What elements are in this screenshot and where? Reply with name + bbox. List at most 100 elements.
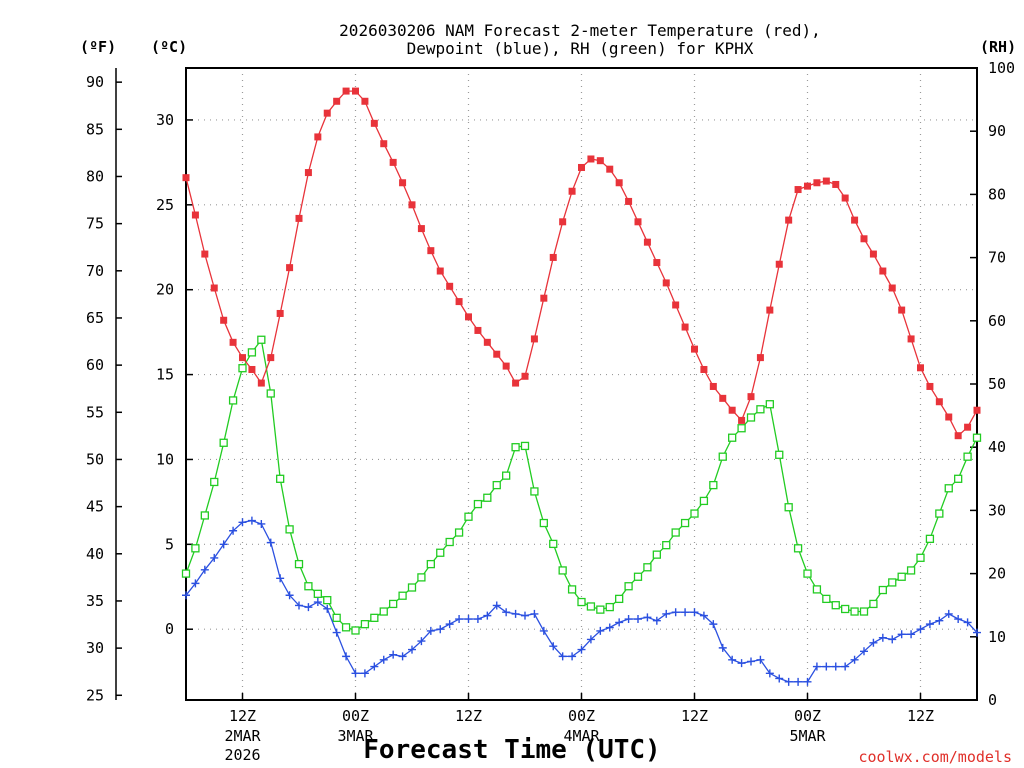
rh-point <box>812 585 822 594</box>
temperature-point <box>578 163 585 171</box>
rh-tick-label: 50 <box>988 375 1006 393</box>
rh-point <box>549 539 558 549</box>
temperature-point <box>700 365 708 373</box>
rh-point <box>671 528 680 537</box>
time-tick-label: 00Z <box>568 707 595 725</box>
temperature-point <box>380 140 388 148</box>
dewpoint-point <box>445 620 454 629</box>
fahrenheit-tick-label: 70 <box>86 262 104 280</box>
dewpoint-point <box>907 630 916 639</box>
temperature-point <box>587 155 595 163</box>
dewpoint-point <box>643 613 652 622</box>
temperature-point <box>643 238 651 246</box>
rh-point <box>577 597 586 607</box>
dewpoint-point <box>718 643 727 652</box>
temperature-point <box>530 335 538 343</box>
fahrenheit-tick-label: 65 <box>86 309 104 327</box>
temperature-point <box>323 109 331 117</box>
celsius-tick-label: 0 <box>165 620 174 638</box>
temperature-point <box>785 216 793 224</box>
rh-point <box>539 518 548 528</box>
dewpoint-point <box>869 638 878 647</box>
rh-point <box>567 585 577 594</box>
rh-point <box>530 487 539 496</box>
temperature-point <box>455 298 463 306</box>
rh-point <box>238 364 247 373</box>
dewpoint-point <box>285 591 294 600</box>
fahrenheit-axis: 25 30 35 40 45 50 55 60 65 70 75 80 85 90 <box>86 73 122 704</box>
dewpoint-point <box>925 620 934 629</box>
rh-point <box>436 548 445 557</box>
temperature-point <box>559 218 567 226</box>
rh-point <box>200 511 209 520</box>
date-tick-label: 4MAR <box>563 727 600 745</box>
dewpoint-point <box>812 662 821 671</box>
temperature-point <box>681 323 689 331</box>
date-tick-label: 2MAR <box>224 727 261 745</box>
rh-point <box>228 396 238 405</box>
dewpoint-point <box>210 553 219 562</box>
dewpoint-point <box>822 662 831 671</box>
temperature-point <box>888 284 896 292</box>
temperature-point <box>841 194 849 202</box>
dewpoint-point <box>850 655 859 664</box>
temperature-point <box>907 335 915 343</box>
temperature-point <box>465 313 472 321</box>
temperature-point <box>719 394 727 402</box>
temperature-point <box>446 282 454 290</box>
rh-point <box>502 471 511 480</box>
temperature-point <box>314 133 322 141</box>
fahrenheit-tick-label: 85 <box>86 120 104 138</box>
temperature-point <box>257 379 265 387</box>
dewpoint-point <box>897 630 906 639</box>
dewpoint-point <box>765 669 774 678</box>
celsius-tick-label: 30 <box>156 111 174 129</box>
time-tick-label: 12Z <box>907 707 934 725</box>
temperature-point <box>804 182 811 190</box>
temperature-point <box>304 169 312 177</box>
temperature-point <box>691 345 698 353</box>
dewpoint-point <box>775 674 784 683</box>
rh-point <box>963 452 972 461</box>
rh-point <box>624 582 633 591</box>
rh-point <box>389 599 398 609</box>
rh-point <box>341 623 351 632</box>
temperature-point <box>286 264 294 272</box>
x-axis-label: Forecast Time (UTC) <box>363 735 660 765</box>
dewpoint-point <box>417 637 426 646</box>
dewpoint-point <box>313 598 322 607</box>
dewpoint-point <box>247 516 256 525</box>
rh-point <box>445 537 454 547</box>
dewpoint-point <box>709 620 718 629</box>
temperature-point <box>295 214 303 222</box>
celsius-unit-label: (ºC) <box>151 38 187 56</box>
rh-point <box>662 541 671 550</box>
temperature-point <box>832 180 840 188</box>
dewpoint-point <box>699 611 708 620</box>
temperature-point <box>747 393 755 401</box>
dewpoint-point <box>568 652 577 661</box>
temperature-point <box>427 247 435 255</box>
rh-point <box>351 626 360 635</box>
temperature-point <box>653 259 661 267</box>
rh-point <box>925 534 935 543</box>
rh-point <box>473 499 483 509</box>
rh-point <box>266 389 275 398</box>
dewpoint-point <box>492 601 501 610</box>
temperature-point <box>512 379 520 387</box>
rh-point <box>464 512 473 521</box>
temperature-point <box>361 97 369 105</box>
dewpoint-point <box>944 609 953 618</box>
temperature-point <box>540 294 548 302</box>
rh-tick-label: 30 <box>988 501 1006 519</box>
dewpoint-point <box>747 657 755 666</box>
dewpoint-point <box>511 609 520 618</box>
rh-point <box>888 578 897 587</box>
temperature-point <box>813 179 821 187</box>
rh-point <box>756 405 765 414</box>
rh-point <box>511 443 520 452</box>
temperature-point <box>239 354 246 362</box>
temperature-point <box>399 179 407 187</box>
